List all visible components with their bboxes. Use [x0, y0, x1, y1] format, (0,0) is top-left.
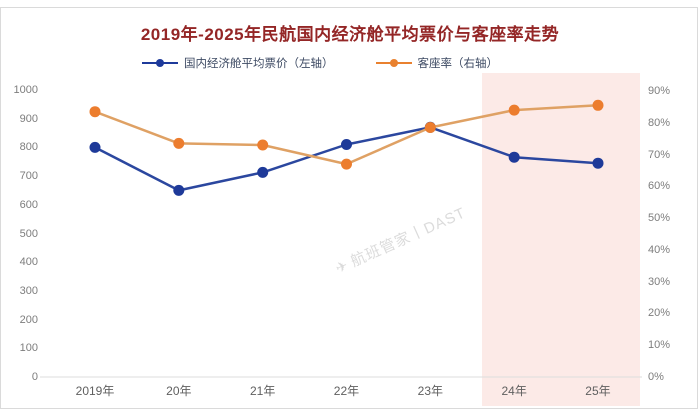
left-axis-tick: 1000 [13, 84, 38, 96]
line-series-marker-icon [375, 59, 412, 67]
legend: 国内经济舱平均票价（左轴） 客座率（右轴） [0, 55, 670, 71]
right-axis-tick: 50% [648, 212, 671, 225]
legend-item-load-factor[interactable]: 客座率（右轴） [375, 55, 499, 71]
data-point [89, 141, 101, 153]
left-axis-tick: 200 [19, 313, 38, 326]
x-axis-label: 24年 [501, 384, 527, 398]
left-axis-tick: 400 [19, 256, 38, 269]
left-axis-tick: 700 [19, 170, 38, 183]
data-point [592, 157, 604, 169]
right-axis-tick: 90% [648, 85, 671, 97]
data-point [173, 137, 185, 149]
data-point [341, 158, 352, 170]
data-point [257, 166, 269, 178]
right-axis-tick: 70% [648, 148, 671, 161]
x-axis-label: 21年 [249, 384, 276, 398]
data-point [89, 106, 101, 118]
chart-title: 2019年-2025年民航国内经济舱平均票价与客座率走势 [140, 25, 560, 44]
data-point [173, 184, 185, 196]
x-axis-label: 23年 [417, 384, 444, 398]
right-axis-tick: 80% [648, 116, 671, 129]
x-axis-label: 2019年 [75, 384, 115, 398]
legend-item-avg-fare[interactable]: 国内经济舱平均票价（左轴） [142, 55, 334, 71]
right-axis-tick: 10% [648, 339, 671, 352]
left-axis-tick: 500 [19, 227, 38, 240]
series-dot-icon [389, 59, 398, 67]
series-dot-icon [156, 59, 164, 67]
left-axis-tick: 0 [31, 371, 38, 383]
left-axis-tick: 800 [19, 141, 38, 154]
left-axis-tick: 600 [19, 198, 38, 211]
legend-label: 客座率（右轴） [417, 58, 499, 70]
line-series-marker-icon [142, 59, 178, 67]
forecast-highlight-region [482, 73, 640, 406]
right-axis-tick: 0% [648, 371, 664, 383]
data-point [508, 151, 520, 163]
right-axis-tick: 40% [648, 243, 671, 256]
series-line-1 [94, 104, 599, 166]
data-point [508, 104, 520, 116]
right-axis-tick: 30% [648, 275, 671, 288]
left-axis-tick: 900 [19, 112, 38, 125]
x-axis-label: 20年 [166, 384, 192, 398]
x-axis-label: 22年 [333, 384, 360, 398]
data-point [257, 139, 269, 151]
right-axis-tick: 60% [648, 180, 671, 193]
data-point [424, 122, 436, 133]
left-axis-tick: 100 [19, 342, 38, 355]
data-point [592, 99, 604, 111]
right-axis-tick: 20% [648, 307, 671, 320]
data-point [341, 139, 352, 150]
left-axis-tick: 300 [19, 284, 38, 297]
x-axis-label: 25年 [585, 384, 611, 398]
legend-label: 国内经济舱平均票价（左轴） [184, 58, 334, 70]
